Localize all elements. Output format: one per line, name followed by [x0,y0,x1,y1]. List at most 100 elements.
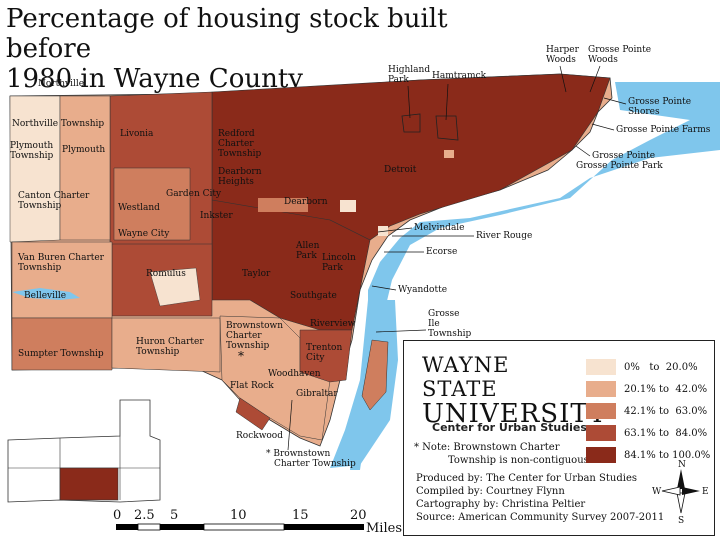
scale-seg-4 [284,524,364,530]
label-brownstown-south-2: Charter Township [274,459,356,469]
label-flat-rock: Flat Rock [230,381,274,391]
highland-park-outline [401,113,421,133]
compass-w: W [652,487,662,497]
leader-melvindale [377,227,413,233]
label-brownstown-1: Brownstown [226,321,283,331]
legend-panel: WAYNE STATE UNIVERSITY Center for Urban … [403,340,715,536]
label-gp: Grosse Pointe [592,151,655,161]
label-gp-woods-1: Grosse Pointe [588,45,651,55]
legend-classes: 0% to 20.0% 20.1% to 42.0% 42.1% to 63.0… [586,357,710,467]
wsu-logo: WAYNE STATE UNIVERSITY [422,353,606,427]
leader-harper [559,65,567,93]
huron-area [111,317,221,373]
leader-gp-shores [603,97,627,105]
label-detroit: Detroit [384,165,417,175]
leader-brownstown [287,399,293,451]
legend-swatch-5 [586,447,616,463]
label-plymouth: Plymouth [62,145,105,155]
map-title: Percentage of housing stock built before… [6,4,526,94]
compass-s: S [678,516,684,525]
compass-arrow-s [676,492,686,514]
label-taylor: Taylor [242,269,271,279]
label-westland: Westland [118,203,160,213]
label-plymouth-twp-2: Township [10,151,54,161]
label-gp-park: Grosse Pointe Park [576,161,663,171]
brownstown-area [219,315,331,441]
label-trenton-2: City [306,353,325,363]
label-gp-shores-2: Shores [628,107,660,117]
label-harper-woods-2: Woods [546,55,576,65]
label-allen-park-2: Park [296,251,317,261]
leader-gp-farms [591,123,615,131]
scale-tick-4: 15 [292,508,309,523]
title-line-1: Percentage of housing stock built before [6,4,448,64]
label-gibraltar: Gibraltar [296,389,338,399]
legend-label-4: 63.1% to 84.0% [624,427,708,439]
label-river-rouge: River Rouge [476,231,532,241]
label-brownstown-south-1: * Brownstown [266,449,331,459]
label-grosse-ile-2: Ile [428,319,440,329]
leader-grosse-ile [375,329,427,333]
note-line-1: * Note: Brownstown Charter [414,442,560,453]
label-dearborn: Dearborn [284,197,328,207]
michigan-inset [7,399,161,503]
label-harper-woods-1: Harper [546,45,580,55]
scale-tick-3: 10 [230,508,247,523]
label-dearborn-heights-2: Heights [218,177,254,187]
northwest-light [9,95,61,243]
rockwood-area [235,397,271,431]
label-belleville: Belleville [24,291,66,301]
label-gp-shores-1: Grosse Pointe [628,97,691,107]
note-line-2: Township is non-contiguous [448,455,589,466]
hamtramck-outline [435,115,459,141]
detroit-light-tract-4 [378,226,388,236]
scale-bar: 0 2.5 5 10 15 20 Miles [113,508,402,536]
credits: Produced by: The Center for Urban Studie… [416,472,664,524]
detroit-light-tract-3 [258,198,308,212]
scale-unit: Miles [366,521,402,536]
label-northville-twp: Northville Township [12,119,104,129]
center-name: Center for Urban Studies [432,421,587,434]
belleville-lake [12,288,80,300]
plymouth-twp-area [59,95,111,241]
legend-swatch-4 [586,425,616,441]
note: * Note: Brownstown Charter Township is n… [414,441,614,467]
label-wayne-city: Wayne City [118,229,170,239]
label-dearborn-heights-1: Dearborn [218,167,262,177]
label-huron-2: Township [136,347,180,357]
label-hamtramck: Hamtramck [432,71,487,81]
logo-line-1: WAYNE STATE [422,353,510,401]
leader-wyandotte [371,285,397,291]
compass-arrow-e [682,487,700,495]
grosse-ile [361,339,389,411]
legend-class-3: 42.1% to 63.0% [586,401,710,421]
legend-swatch-2 [586,381,616,397]
inset-wayne-county [59,467,119,501]
label-grosse-ile-1: Grosse [428,309,459,319]
leader-gp [575,145,591,157]
detroit-light-tract-2 [340,200,356,212]
credit-compiled: Compiled by: Courtney Flynn [416,486,565,497]
legend-label-1: 0% to 20.0% [624,361,698,373]
label-canton-2: Township [18,201,62,211]
scale-tick-5: 20 [350,508,367,523]
inset-outline [7,399,161,503]
compass-arrow-w [661,486,681,496]
detroit-light-tract-1 [444,150,454,158]
label-redford-3: Township [218,149,262,159]
leader-lines [287,65,627,451]
compass-rose-icon: N S E W [652,460,709,525]
label-livonia: Livonia [120,129,154,139]
label-van-buren-2: Township [18,263,62,273]
label-gp-woods-2: Woods [588,55,618,65]
scale-tick-2: 5 [170,508,178,523]
label-brownstown-3: Township [226,341,270,351]
label-huron-1: Huron Charter [136,337,204,347]
label-lincoln-park-1: Lincoln [322,253,356,263]
legend-class-2: 20.1% to 42.0% [586,379,710,399]
logo-line-2: UNIVERSITY [422,399,607,429]
credit-cartography: Cartography by: Christina Peltier [416,499,586,510]
label-trenton-1: Trenton [306,343,342,353]
label-melvindale: Melvindale [414,223,465,233]
